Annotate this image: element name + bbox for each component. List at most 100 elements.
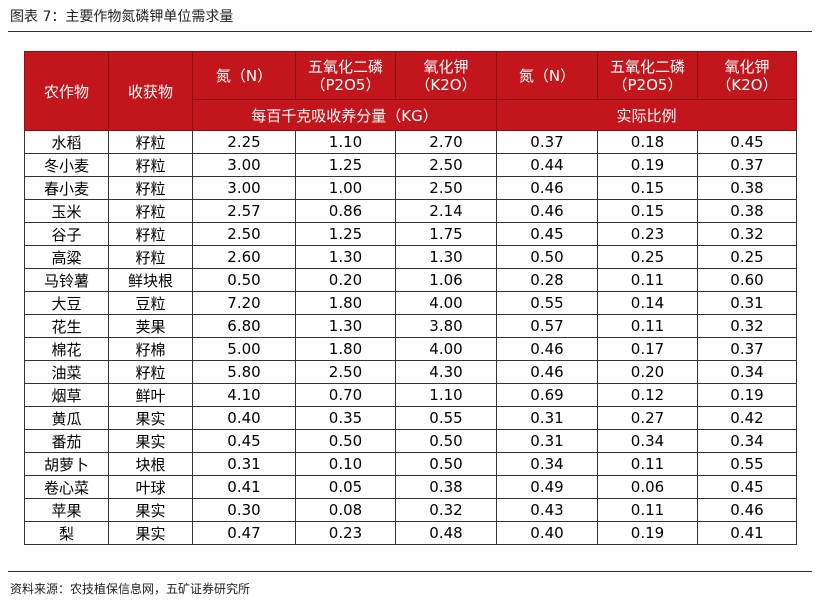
cell-n-ratio: 0.50 xyxy=(496,245,598,269)
header-crop: 农作物 xyxy=(24,51,109,131)
header-p-line2: （P2O5） xyxy=(310,75,381,94)
cell-n-amount: 6.80 xyxy=(192,314,296,338)
cell-n-ratio: 0.37 xyxy=(496,130,598,154)
cell-crop: 卷心菜 xyxy=(24,475,109,499)
cell-n-ratio: 0.31 xyxy=(496,406,598,430)
cell-n-amount: 0.40 xyxy=(192,406,296,430)
cell-n-amount: 3.00 xyxy=(192,153,296,177)
cell-harvest: 籽棉 xyxy=(108,337,193,361)
cell-n-ratio: 0.45 xyxy=(496,222,598,246)
table-row: 黄瓜 果实 0.40 0.35 0.55 0.31 0.27 0.42 xyxy=(24,406,797,430)
cell-harvest: 鲜块根 xyxy=(108,268,193,292)
cell-p-amount: 1.10 xyxy=(295,130,396,154)
cell-k-ratio: 0.19 xyxy=(697,383,797,407)
cell-crop: 番茄 xyxy=(24,429,109,453)
cell-crop: 春小麦 xyxy=(24,176,109,200)
cell-n-ratio: 0.34 xyxy=(496,452,598,476)
cell-p-ratio: 0.06 xyxy=(597,475,698,499)
cell-k-amount: 2.70 xyxy=(395,130,497,154)
cell-k-ratio: 0.38 xyxy=(697,199,797,223)
cell-k-amount: 4.30 xyxy=(395,360,497,384)
header-k-amount: 氧化钾 （K2O） xyxy=(395,51,497,100)
table-row: 水稻 籽粒 2.25 1.10 2.70 0.37 0.18 0.45 xyxy=(24,130,797,154)
header-k-ratio-line1: 氧化钾 xyxy=(724,57,770,76)
cell-crop: 梨 xyxy=(24,521,109,545)
cell-p-ratio: 0.18 xyxy=(597,130,698,154)
cell-p-ratio: 0.34 xyxy=(597,429,698,453)
table-row: 番茄 果实 0.45 0.50 0.50 0.31 0.34 0.34 xyxy=(24,429,797,453)
cell-harvest: 叶球 xyxy=(108,475,193,499)
cell-k-amount: 1.30 xyxy=(395,245,497,269)
table-row: 春小麦 籽粒 3.00 1.00 2.50 0.46 0.15 0.38 xyxy=(24,176,797,200)
cell-k-amount: 0.50 xyxy=(395,452,497,476)
cell-k-amount: 4.00 xyxy=(395,337,497,361)
cell-n-ratio: 0.69 xyxy=(496,383,598,407)
cell-k-amount: 0.38 xyxy=(395,475,497,499)
cell-k-ratio: 0.45 xyxy=(697,130,797,154)
header-k-ratio: 氧化钾 （K2O） xyxy=(697,51,797,100)
table-row: 油菜 籽粒 5.80 2.50 4.30 0.46 0.20 0.34 xyxy=(24,360,797,384)
table-row: 玉米 籽粒 2.57 0.86 2.14 0.46 0.15 0.38 xyxy=(24,199,797,223)
cell-harvest: 果实 xyxy=(108,521,193,545)
cell-p-ratio: 0.27 xyxy=(597,406,698,430)
cell-p-amount: 1.80 xyxy=(295,291,396,315)
cell-n-amount: 0.45 xyxy=(192,429,296,453)
cell-p-amount: 0.10 xyxy=(295,452,396,476)
cell-crop: 水稻 xyxy=(24,130,109,154)
cell-p-amount: 1.00 xyxy=(295,176,396,200)
cell-k-amount: 0.48 xyxy=(395,521,497,545)
cell-p-amount: 0.08 xyxy=(295,498,396,522)
cell-harvest: 果实 xyxy=(108,406,193,430)
header-group-ratio: 实际比例 xyxy=(496,99,797,131)
table-row: 冬小麦 籽粒 3.00 1.25 2.50 0.44 0.19 0.37 xyxy=(24,153,797,177)
cell-harvest: 块根 xyxy=(108,452,193,476)
cell-k-ratio: 0.42 xyxy=(697,406,797,430)
cell-harvest: 籽粒 xyxy=(108,176,193,200)
cell-k-ratio: 0.55 xyxy=(697,452,797,476)
cell-k-ratio: 0.37 xyxy=(697,337,797,361)
cell-harvest: 籽粒 xyxy=(108,360,193,384)
cell-p-ratio: 0.11 xyxy=(597,498,698,522)
cell-crop: 高粱 xyxy=(24,245,109,269)
cell-p-amount: 0.23 xyxy=(295,521,396,545)
cell-harvest: 籽粒 xyxy=(108,199,193,223)
cell-k-amount: 1.10 xyxy=(395,383,497,407)
cell-n-amount: 5.80 xyxy=(192,360,296,384)
cell-k-ratio: 0.60 xyxy=(697,268,797,292)
cell-k-amount: 2.14 xyxy=(395,199,497,223)
cell-k-amount: 2.50 xyxy=(395,176,497,200)
header-row-2: 每百千克吸收养分量（KG） 实际比例 xyxy=(25,99,797,131)
cell-k-ratio: 0.37 xyxy=(697,153,797,177)
header-p-amount: 五氧化二磷 （P2O5） xyxy=(295,51,396,100)
source-note: 资料来源：农技植保信息网，五矿证券研究所 xyxy=(10,582,251,596)
header-k-line2: （K2O） xyxy=(415,75,477,94)
cell-k-ratio: 0.25 xyxy=(697,245,797,269)
cell-crop: 油菜 xyxy=(24,360,109,384)
cell-crop: 马铃薯 xyxy=(24,268,109,292)
cell-n-ratio: 0.28 xyxy=(496,268,598,292)
table-row: 大豆 豆粒 7.20 1.80 4.00 0.55 0.14 0.31 xyxy=(24,291,797,315)
cell-k-amount: 2.50 xyxy=(395,153,497,177)
cell-k-ratio: 0.46 xyxy=(697,498,797,522)
cell-crop: 苹果 xyxy=(24,498,109,522)
cell-p-ratio: 0.19 xyxy=(597,153,698,177)
cell-n-ratio: 0.46 xyxy=(496,176,598,200)
table-row: 谷子 籽粒 2.50 1.25 1.75 0.45 0.23 0.32 xyxy=(24,222,797,246)
header-p-line1: 五氧化二磷 xyxy=(307,57,383,76)
cell-p-amount: 1.25 xyxy=(295,153,396,177)
cell-n-ratio: 0.46 xyxy=(496,360,598,384)
cell-n-amount: 0.47 xyxy=(192,521,296,545)
cell-p-ratio: 0.19 xyxy=(597,521,698,545)
cell-p-ratio: 0.14 xyxy=(597,291,698,315)
cell-n-amount: 3.00 xyxy=(192,176,296,200)
header-p-ratio-line2: （P2O5） xyxy=(612,75,683,94)
cell-p-amount: 2.50 xyxy=(295,360,396,384)
cell-n-amount: 0.30 xyxy=(192,498,296,522)
cell-k-ratio: 0.32 xyxy=(697,314,797,338)
cell-n-ratio: 0.46 xyxy=(496,337,598,361)
figure-caption: 图表 7：主要作物氮磷钾单位需求量 xyxy=(10,9,234,25)
header-n-ratio: 氮（N） xyxy=(496,51,598,100)
table-row: 高粱 籽粒 2.60 1.30 1.30 0.50 0.25 0.25 xyxy=(24,245,797,269)
cell-p-amount: 0.70 xyxy=(295,383,396,407)
cell-harvest: 籽粒 xyxy=(108,222,193,246)
